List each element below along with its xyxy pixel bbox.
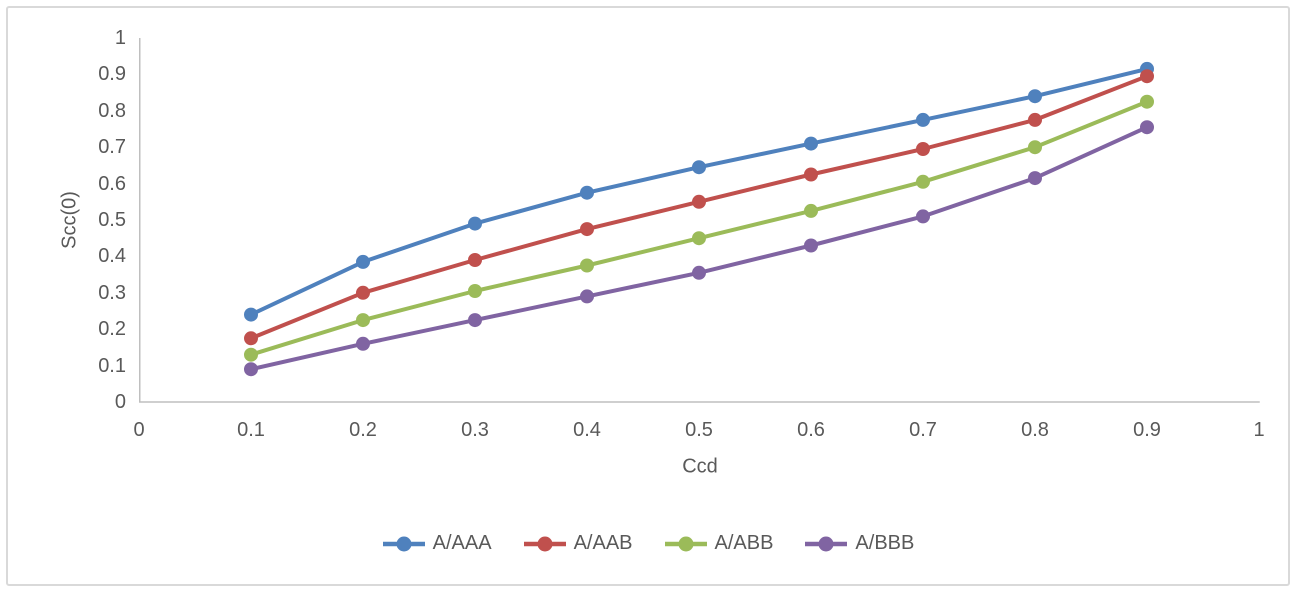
x-tick-label: 0.4 xyxy=(573,419,601,441)
data-point-A/ABB xyxy=(916,174,930,189)
legend-label: A/AAB xyxy=(573,532,633,554)
legend-label: A/ABB xyxy=(714,532,774,554)
data-point-A/BBB xyxy=(1140,120,1154,135)
y-tick-label: 0.5 xyxy=(98,209,126,231)
x-tick-label: 0.7 xyxy=(909,419,937,441)
y-tick-label: 1 xyxy=(114,27,126,49)
y-tick-label: 0.9 xyxy=(98,63,126,86)
data-point-A/AAB xyxy=(916,142,930,156)
data-point-A/ABB xyxy=(1028,140,1042,155)
y-tick-label: 0.1 xyxy=(98,354,126,377)
legend-marker-icon xyxy=(664,536,707,551)
legend-marker-icon xyxy=(523,536,566,551)
data-point-A/ABB xyxy=(692,231,706,246)
x-tick-label: 0 xyxy=(133,419,145,441)
x-axis-title: Ccd xyxy=(682,455,718,478)
data-point-A/AAB xyxy=(468,253,482,267)
data-point-A/AAB xyxy=(1140,69,1154,84)
data-point-A/ABB xyxy=(580,258,594,273)
legend-item-A/AAB: A/AAB xyxy=(523,532,633,555)
x-tick-label: 0.3 xyxy=(461,419,489,441)
data-point-A/AAB xyxy=(804,167,818,182)
data-point-A/AAA xyxy=(580,185,594,200)
data-point-A/ABB xyxy=(468,284,482,298)
x-tick-label: 0.2 xyxy=(349,419,377,441)
x-tick-label: 0.9 xyxy=(1133,419,1161,441)
data-point-A/ABB xyxy=(244,347,258,362)
data-point-A/BBB xyxy=(804,238,818,253)
x-tick-label: 0.8 xyxy=(1021,419,1049,441)
data-point-A/AAB xyxy=(580,222,594,237)
data-point-A/BBB xyxy=(356,336,370,351)
data-point-A/AAA xyxy=(692,160,706,175)
plot-area xyxy=(139,38,1260,403)
y-tick-label: 0 xyxy=(114,391,126,413)
y-tick-label: 0.8 xyxy=(98,99,126,122)
x-tick-label: 1 xyxy=(1253,419,1265,441)
legend-label: A/BBB xyxy=(855,532,915,554)
data-point-A/AAB xyxy=(244,331,258,346)
data-point-A/AAA xyxy=(468,216,482,231)
data-point-A/BBB xyxy=(916,209,930,224)
x-tick-label: 0.1 xyxy=(237,419,265,441)
data-point-A/AAA xyxy=(356,254,370,269)
data-point-A/AAB xyxy=(356,285,370,300)
x-tick-label: 0.5 xyxy=(685,419,713,441)
data-point-A/AAB xyxy=(692,194,706,209)
legend-marker-icon xyxy=(805,536,848,551)
data-point-A/BBB xyxy=(244,362,258,377)
data-point-A/AAA xyxy=(916,112,930,127)
data-point-A/ABB xyxy=(356,313,370,328)
legend-item-A/AAA: A/AAA xyxy=(382,532,492,555)
legend-item-A/BBB: A/BBB xyxy=(805,532,914,555)
data-point-A/BBB xyxy=(692,265,706,280)
data-point-A/BBB xyxy=(580,289,594,304)
y-tick-label: 0.4 xyxy=(98,245,126,268)
series-line-A/ABB xyxy=(249,99,1149,357)
legend-label: A/AAA xyxy=(432,532,492,554)
data-point-A/AAA xyxy=(244,307,258,322)
legend-marker-icon xyxy=(382,536,425,551)
y-tick-label: 0.2 xyxy=(98,318,126,341)
data-point-A/ABB xyxy=(804,203,818,218)
data-point-A/BBB xyxy=(468,313,482,328)
legend-item-A/ABB: A/ABB xyxy=(664,532,774,555)
y-tick-label: 0.7 xyxy=(98,136,126,159)
data-point-A/BBB xyxy=(1028,171,1042,186)
data-point-A/AAB xyxy=(1028,112,1042,127)
y-tick-label: 0.3 xyxy=(98,281,126,304)
x-tick-label: 0.6 xyxy=(797,419,825,441)
data-point-A/AAA xyxy=(1028,89,1042,104)
y-tick-label: 0.6 xyxy=(98,172,126,195)
data-point-A/ABB xyxy=(1140,94,1154,109)
legend: A/AAA A/AAB A/ABB A/BBB xyxy=(0,532,1297,555)
data-point-A/AAA xyxy=(804,136,818,151)
